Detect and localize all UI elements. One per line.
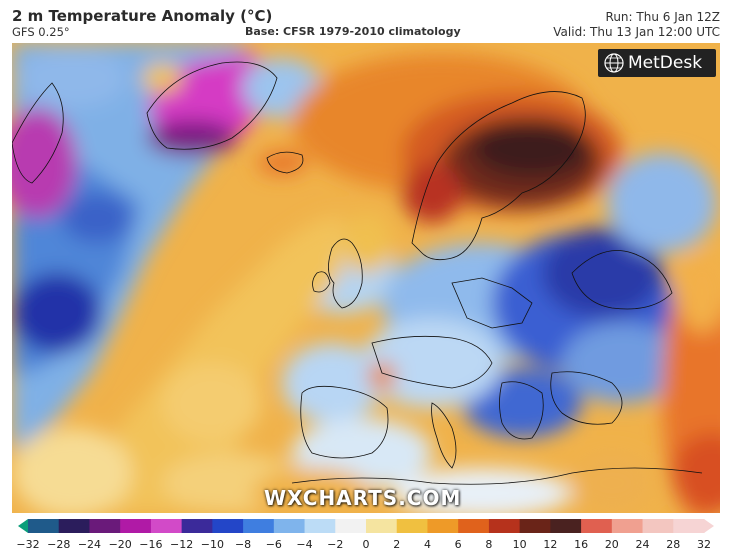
color-scale-bar: [18, 519, 714, 533]
color-scale-tick-label: 4: [423, 538, 431, 551]
color-scale-min-arrow: [18, 519, 28, 533]
color-scale-tick-label: 24: [635, 538, 650, 551]
color-scale-segment: [581, 519, 613, 533]
color-scale-tick-label: −6: [265, 538, 282, 551]
metdesk-logo-text: MetDesk: [628, 53, 703, 73]
color-scale-segments: [28, 519, 705, 533]
color-scale-tick-label: −10: [200, 538, 224, 551]
color-scale-tick-label: 32: [697, 538, 711, 551]
color-scale-segment: [150, 519, 183, 533]
color-scale-tick-label: 8: [485, 538, 493, 551]
color-scale-segment: [673, 519, 705, 533]
temperature-anomaly-map: MetDesk WXCHARTS.COM: [12, 43, 720, 513]
map-title: 2 m Temperature Anomaly (°C): [12, 7, 273, 25]
color-scale-segment: [611, 519, 644, 533]
anomaly-field: [12, 43, 720, 513]
color-scale-tick-label: −4: [296, 538, 313, 551]
color-scale-tick-label: 6: [454, 538, 462, 551]
metdesk-globe-icon: [604, 53, 624, 73]
color-scale-segment: [642, 519, 674, 533]
color-scale-tick-label: −32: [16, 538, 40, 551]
color-scale-tick-label: −2: [327, 538, 344, 551]
color-scale-tick-label: 12: [543, 538, 558, 551]
color-scale-max-arrow: [704, 519, 714, 533]
color-scale-segment: [243, 519, 275, 533]
color-scale-tick-label: 0: [362, 538, 370, 551]
climatology-base-label: Base: CFSR 1979-2010 climatology: [245, 25, 461, 38]
color-scale-segment: [488, 519, 521, 533]
valid-time-label: Valid: Thu 13 Jan 12:00 UTC: [553, 25, 720, 39]
color-scale-tick-label: −16: [139, 538, 163, 551]
color-scale-segment: [366, 519, 398, 533]
run-time-label: Run: Thu 6 Jan 12Z: [605, 10, 720, 24]
color-scale-tick-label: 10: [512, 538, 527, 551]
color-scale-segment: [89, 519, 121, 533]
color-scale-segment: [181, 519, 213, 533]
header: 2 m Temperature Anomaly (°C) GFS 0.25° B…: [0, 0, 732, 42]
color-scale-segment: [519, 519, 551, 533]
color-scale-segment: [120, 519, 152, 533]
metdesk-logo: MetDesk: [598, 49, 716, 77]
color-scale-segment: [273, 519, 306, 533]
color-scale-tick-label: −12: [170, 538, 194, 551]
color-scale-segment: [396, 519, 428, 533]
color-scale-segment: [458, 519, 490, 533]
color-scale-segment: [304, 519, 336, 533]
color-scale-segment: [28, 519, 60, 533]
color-scale-segment: [550, 519, 582, 533]
model-label: GFS 0.25°: [12, 25, 70, 39]
color-scale-tick-label: −8: [234, 538, 252, 551]
color-scale-segment: [58, 519, 90, 533]
wxcharts-watermark: WXCHARTS.COM: [264, 486, 462, 510]
color-scale-tick-label: −20: [108, 538, 132, 551]
color-scale-tick-label: −28: [47, 538, 71, 551]
color-scale-tick-label: 28: [666, 538, 681, 551]
color-scale-tick-label: −24: [77, 538, 102, 551]
color-scale-segment: [427, 519, 459, 533]
anomaly-shading: [12, 43, 720, 513]
color-scale-tick-label: 20: [604, 538, 619, 551]
color-scale-tick-label: 2: [393, 538, 401, 551]
color-scale-tick-label: 16: [574, 538, 589, 551]
coastlines: [12, 61, 703, 485]
color-scale-segment: [212, 519, 244, 533]
color-scale-segment: [335, 519, 367, 533]
